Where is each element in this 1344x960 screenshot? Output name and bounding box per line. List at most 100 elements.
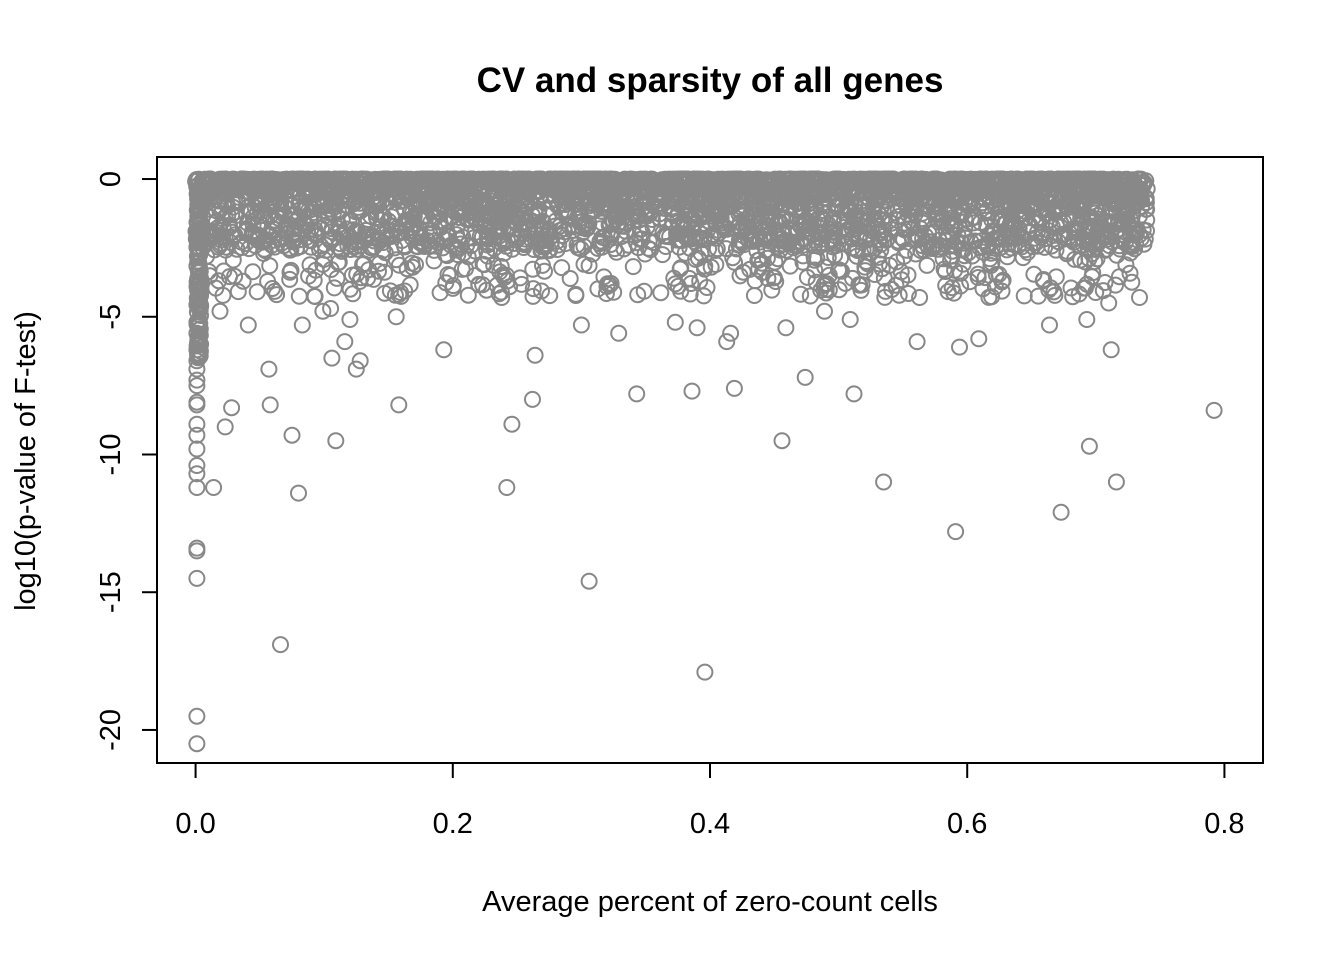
data-point — [628, 385, 646, 403]
data-point — [192, 275, 209, 293]
data-point — [636, 245, 654, 263]
data-point — [846, 194, 864, 212]
data-point — [749, 251, 767, 269]
data-point — [435, 341, 453, 359]
data-point — [850, 172, 868, 190]
data-point — [1029, 287, 1047, 305]
data-point — [806, 251, 824, 269]
data-point — [188, 324, 206, 342]
data-point — [272, 636, 289, 654]
data-point — [217, 241, 235, 259]
data-point — [228, 171, 246, 189]
data-point — [1105, 187, 1123, 205]
data-point — [302, 232, 320, 250]
data-point — [688, 319, 706, 337]
data-point — [485, 256, 503, 274]
data-point — [1036, 230, 1054, 248]
data-point — [990, 190, 1008, 208]
data-point — [394, 178, 412, 196]
data-point — [574, 175, 592, 193]
data-point — [498, 479, 516, 496]
data-point — [408, 170, 426, 188]
data-point — [188, 542, 206, 560]
data-point — [1094, 173, 1112, 191]
data-point — [535, 232, 553, 250]
data-point — [404, 258, 422, 276]
data-point — [188, 735, 206, 753]
data-point — [344, 170, 361, 188]
data-point — [580, 257, 598, 275]
data-point — [615, 199, 633, 217]
data-point — [248, 283, 266, 301]
data-point — [315, 193, 333, 211]
data-point — [497, 266, 515, 284]
data-point — [547, 212, 565, 230]
data-point — [301, 256, 319, 274]
y-tick-label: -15 — [95, 571, 127, 613]
data-point — [548, 174, 566, 192]
data-point — [931, 173, 949, 190]
data-point — [1005, 236, 1023, 254]
data-point — [1041, 187, 1059, 205]
data-point — [652, 284, 670, 302]
data-point — [759, 270, 777, 287]
data-point — [615, 240, 633, 258]
data-point — [272, 173, 290, 191]
data-point — [407, 256, 424, 273]
data-point — [351, 352, 369, 370]
data-point — [261, 208, 279, 226]
data-point — [742, 178, 760, 196]
data-point — [666, 275, 684, 293]
data-point — [188, 479, 206, 496]
data-point — [191, 190, 209, 208]
data-point — [540, 170, 558, 188]
data-point — [341, 311, 359, 328]
y-axis-ticks: 0 -5 -10 -15 -20 — [95, 171, 157, 751]
data-point — [942, 187, 960, 205]
data-point — [1070, 217, 1088, 235]
data-point — [913, 237, 931, 255]
data-point — [980, 288, 998, 306]
data-point — [990, 170, 1008, 188]
data-point — [974, 243, 992, 261]
data-point — [1041, 316, 1058, 334]
data-point — [464, 171, 482, 189]
data-point — [978, 218, 996, 236]
data-point — [730, 231, 748, 249]
data-point — [188, 371, 206, 389]
data-point — [624, 199, 642, 217]
data-point — [692, 244, 710, 262]
data-point — [234, 272, 252, 290]
data-point — [1065, 172, 1083, 190]
data-point — [909, 181, 927, 199]
data-point — [342, 241, 360, 258]
data-point — [263, 280, 281, 297]
data-point — [188, 360, 206, 378]
data-point — [1121, 264, 1139, 282]
data-point — [453, 193, 471, 211]
data-point — [769, 250, 787, 268]
data-point — [943, 247, 961, 265]
data-point — [974, 280, 992, 298]
data-point — [499, 232, 517, 250]
data-point — [446, 178, 464, 196]
data-point — [1098, 240, 1116, 258]
data-point — [188, 569, 206, 587]
data-point — [699, 212, 717, 230]
data-point — [192, 178, 210, 196]
data-point — [1072, 251, 1090, 269]
data-point — [899, 285, 917, 302]
data-point — [221, 218, 239, 236]
data-point — [967, 171, 985, 189]
data-point — [758, 249, 776, 267]
data-point — [281, 270, 299, 288]
x-tick-label: 0.6 — [947, 808, 987, 840]
data-point — [580, 214, 598, 232]
x-tick-label: 0.4 — [690, 808, 730, 840]
data-point — [253, 170, 271, 188]
data-point — [803, 209, 821, 227]
data-point — [745, 206, 763, 224]
data-point — [374, 234, 392, 251]
data-point — [262, 196, 279, 214]
data-point — [1111, 240, 1129, 258]
